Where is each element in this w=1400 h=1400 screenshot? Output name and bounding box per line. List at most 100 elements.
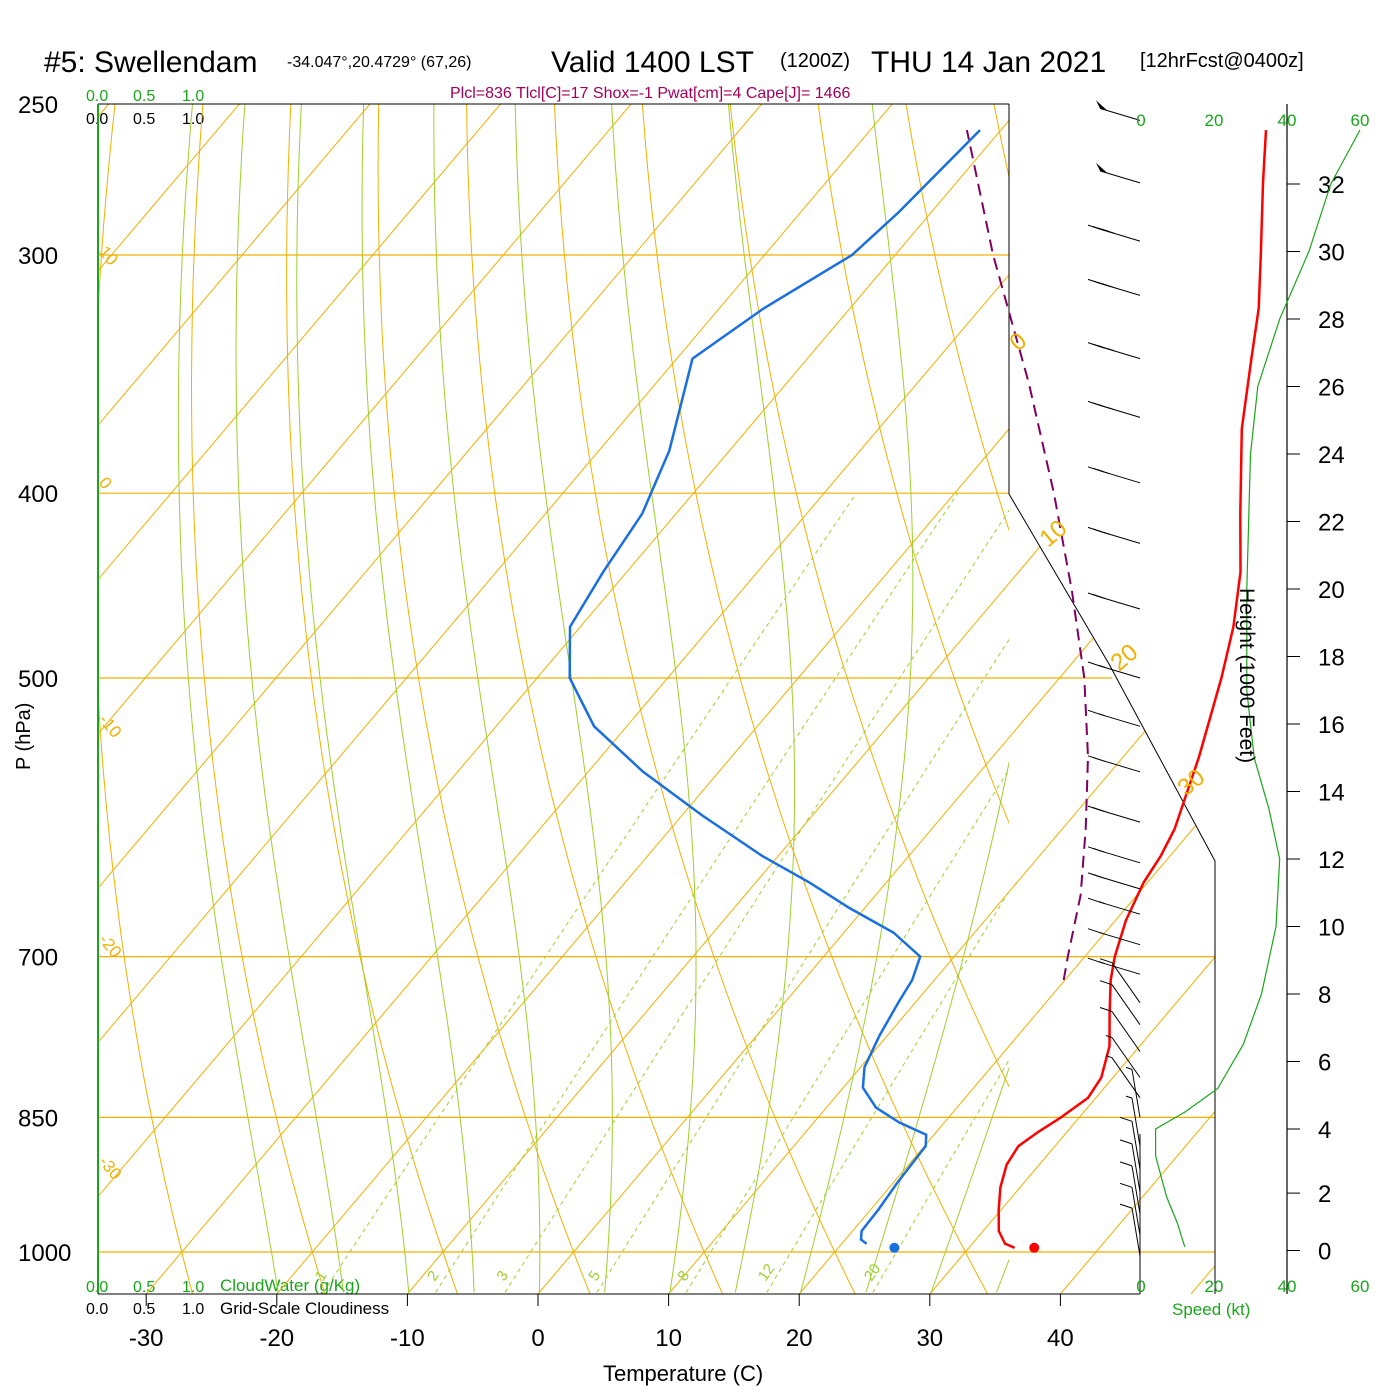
wind-speed-line [1155, 129, 1361, 1248]
isotherm-line [98, 104, 893, 1294]
barb-flag [1092, 873, 1105, 879]
height-tick-label: 28 [1318, 307, 1345, 334]
mixing-ratio-label: 5 [585, 1268, 604, 1285]
dry-adiabat [286, 104, 459, 1294]
cloudiness-label: Grid-Scale Cloudiness [220, 1299, 389, 1318]
pressure-tick-label: 1000 [18, 1240, 71, 1267]
isotherm-line [407, 104, 1215, 1294]
barb-shaft [1099, 713, 1141, 727]
pressure-tick-label: 500 [18, 666, 58, 693]
wind-barb [1087, 928, 1141, 946]
barb-shaft [1099, 107, 1141, 121]
surface-dewpoint-dot [889, 1242, 900, 1253]
dry-adiabat [1335, 70, 1400, 1331]
temperature-line [997, 130, 1268, 1249]
isotherm-label: 30 [1173, 764, 1211, 802]
dry-adiabat [377, 104, 591, 1294]
isotherm-label: 20 [1106, 639, 1144, 677]
pressure-tick-label: 700 [18, 945, 58, 972]
wind-barb [1087, 466, 1141, 484]
isotherm-label: -30 [95, 1152, 125, 1183]
isotherm-line [98, 104, 501, 1294]
barb-half-flag [1108, 407, 1115, 411]
barb-half-flag [1108, 348, 1115, 352]
cloud-scale-bottom: 0.0 0.5 1.0 CloudWater (g/Kg) 0.0 0.5 1.… [86, 1276, 389, 1318]
barb-flag [1092, 593, 1105, 599]
height-tick-label: 20 [1318, 577, 1345, 604]
frame-right-boundary [1008, 104, 1216, 1294]
barb-flag [1102, 283, 1115, 289]
barb-half-flag [1098, 901, 1105, 905]
x-tick-label: 20 [786, 1325, 813, 1352]
wind-barb [1105, 1035, 1141, 1078]
dry-adiabat [98, 104, 194, 1294]
speed-axis-title: Speed (kt) [1172, 1300, 1250, 1319]
valid-date: THU 14 Jan 2021 [871, 46, 1106, 79]
mixing-ratio-line [435, 492, 959, 1293]
isotherm-line [537, 104, 1215, 1294]
barb-flag [1087, 709, 1101, 715]
wind-barb [1119, 1182, 1141, 1236]
barb-shaft [1111, 1011, 1141, 1052]
moist-adiabat [611, 104, 697, 1293]
moist-adiabat [235, 104, 344, 1293]
mixing-ratio-line [872, 1059, 1009, 1293]
cloud-scale-top: 0.0 0.5 1.0 0.0 0.5 1.0 [86, 88, 204, 128]
moist-adiabat [996, 1258, 1009, 1293]
wind-barb [1119, 1139, 1141, 1192]
barb-half-flag [1125, 1066, 1133, 1070]
speed-tick-top: 60 [1351, 111, 1370, 130]
zulu-time: (1200Z) [780, 50, 850, 72]
wind-barb [1087, 592, 1141, 610]
y-axis-title: P (hPa) [13, 703, 35, 770]
speed-tick-bottom: 60 [1351, 1277, 1370, 1296]
mixing-ratio-line [504, 509, 1009, 1293]
isotherm-line [98, 104, 371, 1294]
wind-barb [1099, 958, 1141, 1003]
wind-barb [1087, 400, 1141, 418]
speed-tick-bottom: 20 [1205, 1277, 1224, 1296]
dry-adiabat-lines [98, 70, 1400, 1331]
barb-shaft [1131, 1098, 1141, 1147]
barb-half-flag [1105, 1055, 1113, 1059]
barb-flag [1087, 661, 1101, 667]
cloudwater-tick-top: 0.0 [86, 88, 108, 105]
barb-flag [1092, 756, 1105, 762]
isotherm-line [98, 104, 632, 1294]
barb-flag [1087, 928, 1101, 934]
barb-shaft [1131, 1165, 1141, 1214]
height-tick-label: 30 [1318, 240, 1345, 267]
isotherm-line [98, 104, 1024, 1294]
mixing-ratio-line [685, 768, 1009, 1293]
barb-shaft [1131, 1069, 1141, 1118]
barb-half-flag [1105, 1035, 1113, 1038]
height-tick-label: 6 [1318, 1050, 1331, 1077]
station-name: #5: Swellendam [44, 46, 257, 79]
barb-half-flag [1098, 931, 1105, 935]
height-tick-label: 16 [1318, 712, 1345, 739]
wind-barb [1087, 805, 1141, 823]
moist-adiabat [728, 104, 796, 1293]
barb-shaft [1131, 1208, 1141, 1257]
wind-barb [1105, 1055, 1141, 1098]
mixing-ratio-lines: 1 2 3 5 8 12 20 [312, 492, 1009, 1293]
x-tick-label: -10 [390, 1325, 425, 1352]
dry-adiabat [1161, 70, 1400, 1331]
wind-barb [1087, 957, 1141, 975]
height-tick-label: 18 [1318, 645, 1345, 672]
barb-half-flag [1098, 713, 1105, 717]
barb-flag [1099, 980, 1113, 986]
stability-indices: Plcl=836 Tlcl[C]=17 Shox=-1 Pwat[cm]=4 C… [450, 85, 850, 102]
barb-shaft [1131, 1143, 1141, 1192]
wind-barb [1087, 755, 1141, 773]
speed-tick-top: 20 [1205, 111, 1224, 130]
mixing-ratio-label: 3 [493, 1268, 512, 1285]
x-tick-label: 0 [531, 1325, 544, 1352]
wind-barb [1119, 1116, 1141, 1170]
speed-tick-top: 0 [1136, 111, 1145, 130]
dry-adiabat [905, 104, 1009, 532]
barb-shaft [1131, 1121, 1141, 1170]
barb-flag [1119, 1203, 1133, 1209]
pressure-tick-label: 400 [18, 481, 58, 508]
parcel-line [965, 129, 1090, 981]
